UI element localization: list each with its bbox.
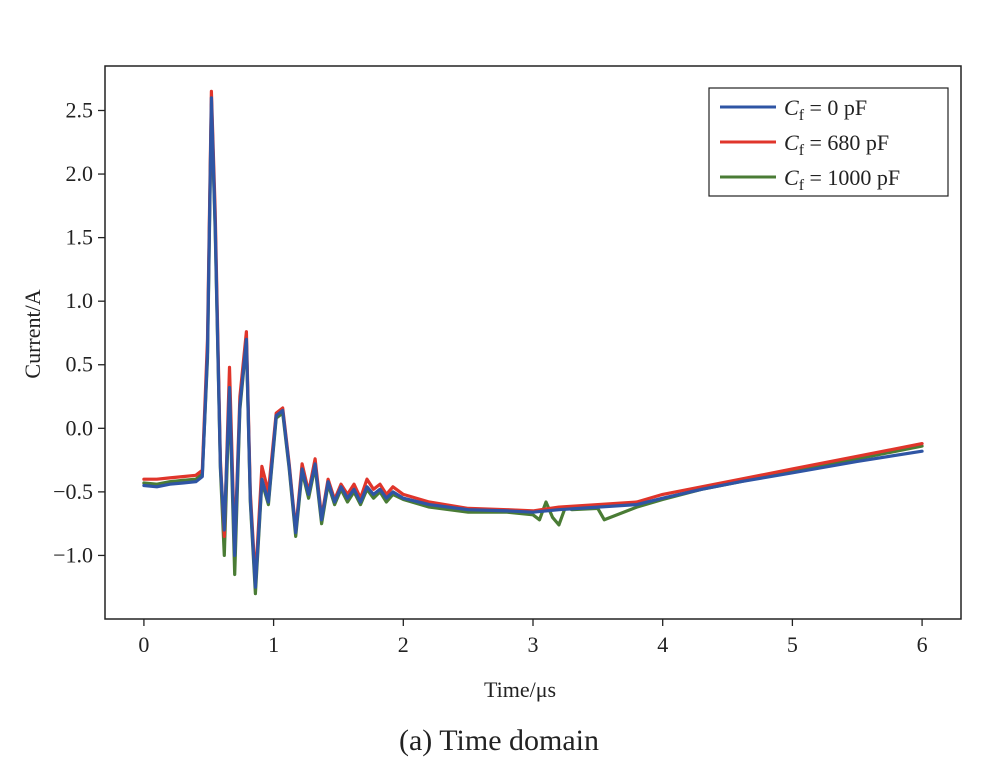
x-axis-ticks: 0 1 2 3 4 5 6 [138, 619, 928, 657]
x-tick-label: 5 [787, 632, 798, 657]
series-line-0 [142, 96, 924, 589]
y-axis-label: Current/A [20, 289, 45, 378]
y-tick-label: −0.5 [53, 479, 93, 504]
y-tick-label: 2.0 [66, 161, 94, 186]
x-tick-label: 6 [917, 632, 928, 657]
y-tick-label: 0.0 [66, 415, 94, 440]
legend-label-sub: f [799, 177, 805, 194]
y-tick-label: 2.5 [66, 97, 94, 122]
legend-label-rest: = 0 pF [804, 95, 867, 120]
y-tick-label: 1.0 [66, 288, 94, 313]
x-tick-label: 0 [138, 632, 149, 657]
x-axis-label: Time/μs [484, 677, 556, 702]
figure-caption: (a) Time domain [399, 724, 599, 757]
legend-label-0: Cf = 0 pF [784, 95, 867, 124]
legend-label-main: C [784, 95, 799, 120]
legend-label-2: Cf = 1000 pF [784, 165, 900, 194]
legend-label-rest: = 680 pF [804, 130, 889, 155]
x-tick-label: 3 [528, 632, 539, 657]
legend-label-sub: f [799, 142, 805, 159]
x-tick-label: 4 [657, 632, 668, 657]
series-layer [142, 89, 924, 596]
y-axis-ticks: −1.0 −0.5 0.0 0.5 1.0 1.5 2.0 2.5 [53, 97, 105, 567]
y-tick-label: 0.5 [66, 352, 94, 377]
y-tick-label: −1.0 [53, 542, 93, 567]
legend-label-sub: f [799, 107, 805, 124]
x-tick-label: 2 [398, 632, 409, 657]
legend-label-rest: = 1000 pF [804, 165, 900, 190]
legend-label-1: Cf = 680 pF [784, 130, 889, 159]
legend-label-main: C [784, 165, 799, 190]
y-tick-label: 1.5 [66, 225, 94, 250]
x-tick-label: 1 [268, 632, 279, 657]
legend-label-main: C [784, 130, 799, 155]
